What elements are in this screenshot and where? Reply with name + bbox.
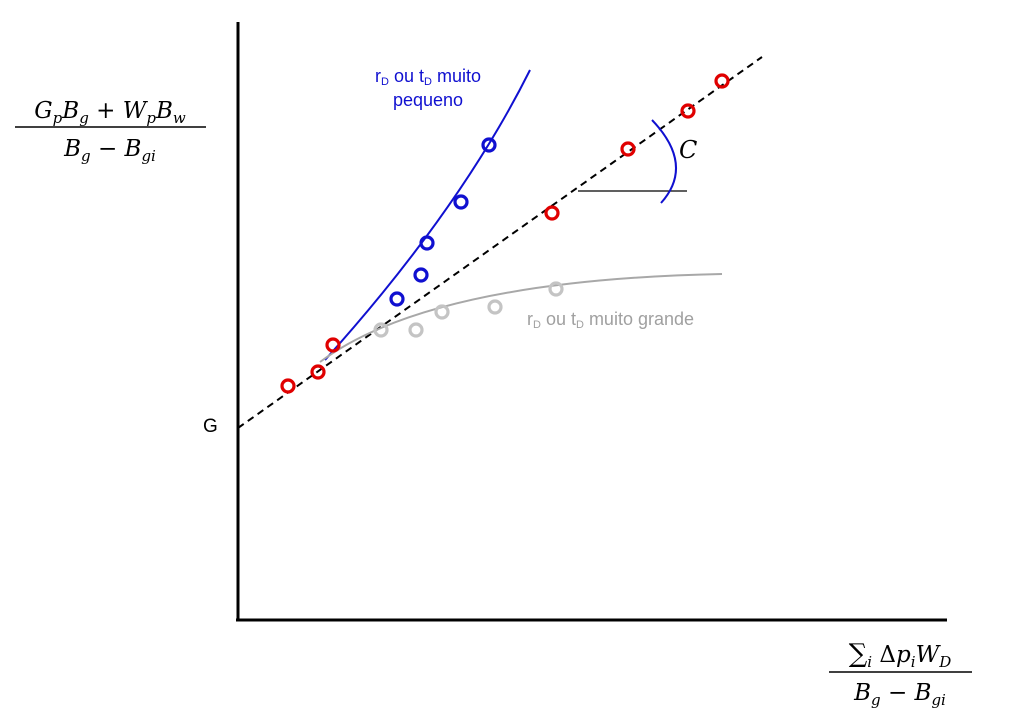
large-rd-curve [319, 273, 723, 363]
slope-label: C [679, 136, 697, 164]
ideal-points [280, 73, 730, 394]
large-rd-point [408, 322, 424, 338]
y-axis-label-numerator: GpBg + WpBw [34, 98, 186, 127]
small-rd-point [413, 267, 429, 283]
small-rd-point [389, 291, 405, 307]
x-axis-label: ∑i ΔpiWD Bg − Bgi [829, 639, 972, 709]
small-rd-point [419, 235, 435, 251]
ideal-point [310, 364, 326, 380]
small-rd-points [389, 137, 497, 307]
y-axis-label: GpBg + WpBw Bg − Bgi [15, 98, 206, 165]
small-rd-label-line2: pequeno [393, 90, 463, 110]
large-rd-point [373, 322, 389, 338]
x-axis-label-numerator: ∑i ΔpiWD [849, 639, 952, 671]
large-rd-label: rD ou tD muito grande [527, 309, 694, 331]
large-rd-point [434, 304, 450, 320]
ideal-point [620, 141, 636, 157]
ideal-point [325, 337, 341, 353]
angle-arc [651, 119, 677, 204]
large-rd-point [487, 299, 503, 315]
small-rd-label-line1: rD ou tD muito [375, 66, 481, 88]
small-rd-curve [324, 69, 531, 361]
small-rd-point [453, 194, 469, 210]
x-axis-label-denominator: Bg − Bgi [853, 680, 946, 709]
intercept-label: G [203, 416, 218, 437]
small-rd-point [481, 137, 497, 153]
large-rd-point [548, 281, 564, 297]
ideal-point [680, 103, 696, 119]
y-axis-label-denominator: Bg − Bgi [63, 136, 156, 165]
ideal-point [544, 205, 560, 221]
large-rd-points [373, 281, 564, 338]
ideal-point [714, 73, 730, 89]
ideal-point [280, 378, 296, 394]
